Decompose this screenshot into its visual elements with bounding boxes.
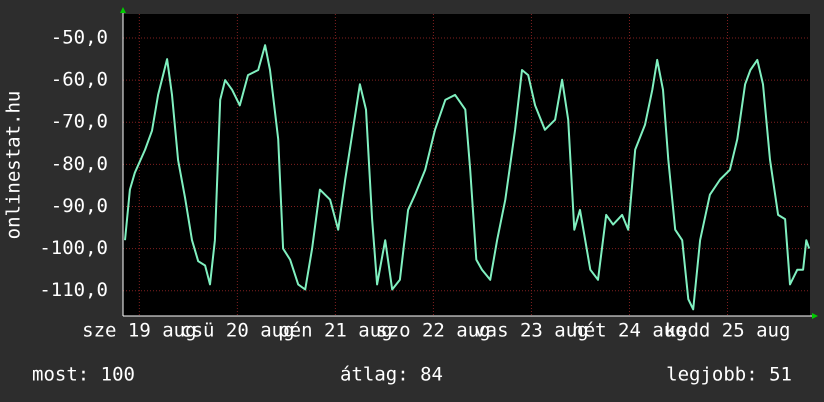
x-tick-label: csü 20 aug <box>180 320 294 342</box>
stat-current: most: 100 <box>32 364 135 386</box>
x-tick-label: vas 23 aug <box>474 320 588 342</box>
x-tick-label: sze 19 aug <box>82 320 196 342</box>
y-tick-label: -100,0 <box>39 237 108 259</box>
x-tick-label: kedd 25 aug <box>665 320 791 342</box>
x-tick-label: szo 22 aug <box>376 320 490 342</box>
y-tick-label: -90,0 <box>51 195 108 217</box>
y-axis-label: onlinestat.hu <box>3 91 25 240</box>
y-tick-label: -110,0 <box>39 279 108 301</box>
stat-average: átlag: 84 <box>340 364 443 386</box>
y-tick-label: -80,0 <box>51 153 108 175</box>
y-arrow <box>120 7 126 13</box>
y-tick-label: -60,0 <box>51 69 108 91</box>
y-tick-label: -50,0 <box>51 27 108 49</box>
stat-best: legjobb: 51 <box>666 364 792 386</box>
plot-area <box>123 14 810 316</box>
x-arrow <box>812 313 818 319</box>
data-line <box>124 44 811 311</box>
x-tick-label: pén 21 aug <box>278 320 392 342</box>
y-tick-label: -70,0 <box>51 111 108 133</box>
x-tick-label: hét 24 aug <box>572 320 686 342</box>
